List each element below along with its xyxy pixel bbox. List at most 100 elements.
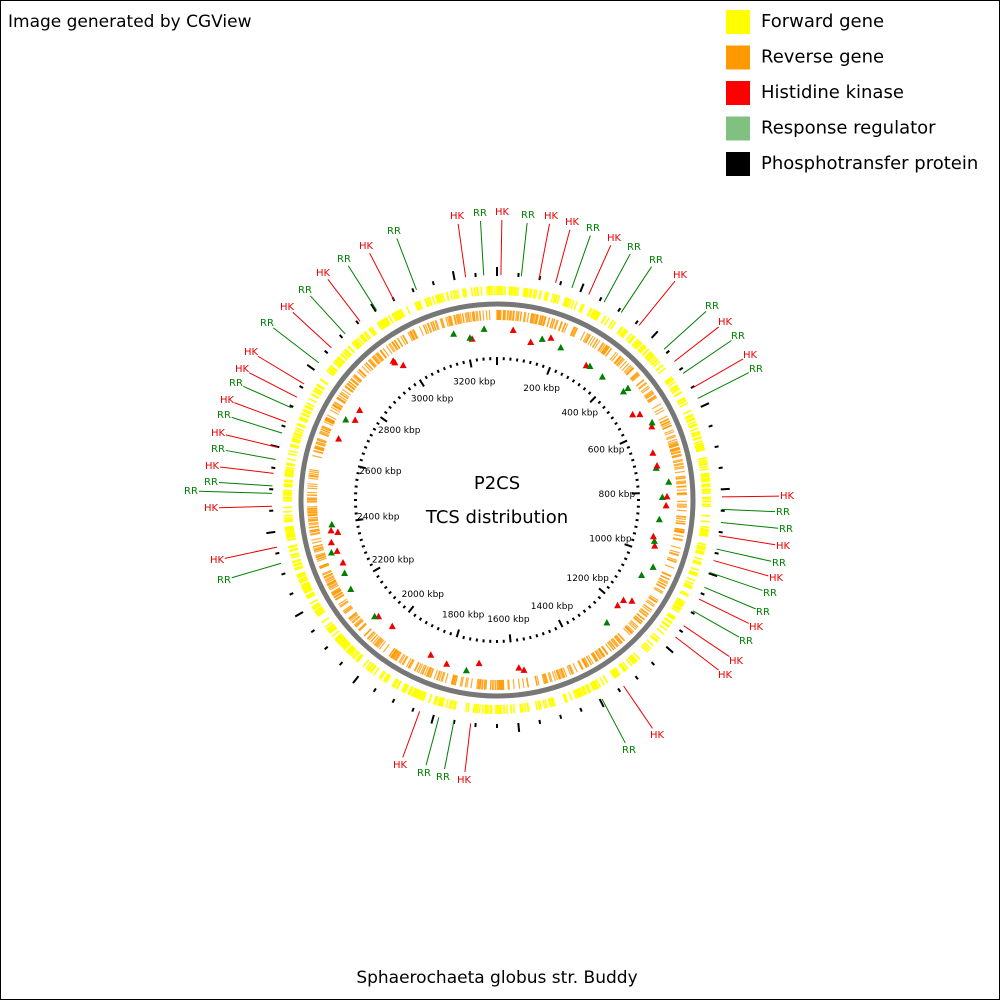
reverse-gene [410,330,416,340]
forward-gene [312,389,322,396]
forward-gene [595,679,602,688]
reverse-gene [353,618,362,626]
reverse-gene [339,392,349,400]
reverse-gene [594,650,601,660]
forward-gene [630,654,639,662]
scale-label: 1000 kbp [589,535,632,545]
reverse-gene [624,366,633,374]
forward-gene [414,302,420,312]
reverse-gene [654,586,664,593]
reverse-gene [469,311,472,322]
forward-gene [464,702,468,712]
inner-tick [631,458,635,462]
reverse-gene [630,372,639,380]
forward-gene [684,582,694,588]
reverse-gene [674,529,685,533]
inner-tick [577,613,581,618]
forward-gene [667,381,676,388]
outer-tick [678,366,684,371]
forward-gene [302,585,312,591]
label-leader [704,586,756,610]
feature-arrow [399,361,407,369]
reverse-gene [597,648,605,658]
reverse-gene [644,391,654,399]
reverse-gene [539,315,544,326]
inner-tick [413,382,417,387]
forward-gene [288,449,298,454]
reverse-gene [658,415,668,421]
feature-arrow [327,526,335,534]
reverse-gene [511,310,515,321]
reverse-gene [409,330,416,341]
reverse-gene [323,573,334,579]
reverse-gene [665,434,676,439]
reverse-gene [572,327,579,338]
feature-label: HK [718,317,733,328]
reverse-gene [529,313,533,324]
inner-tick [508,634,512,643]
feature-label: RR [417,768,431,779]
forward-gene [424,298,429,308]
forward-gene [462,288,466,298]
reverse-gene [338,394,348,402]
forward-gene [464,288,468,298]
forward-gene [631,338,639,347]
forward-gene [330,364,339,372]
reverse-gene [590,653,597,663]
inner-tick [383,585,388,590]
inner-tick [541,631,545,636]
reverse-gene [530,313,534,324]
inner-tick [571,379,576,383]
feature-arrow [649,449,657,456]
legend-swatch [726,45,750,70]
reverse-gene [600,344,608,354]
feature-arrow [603,619,611,626]
feature-label: HK [244,347,259,358]
reverse-gene [393,650,400,660]
reverse-gene [391,649,398,659]
forward-gene [354,339,362,348]
forward-gene [637,343,645,352]
inner-tick [571,617,576,621]
scale-label: 200 kbp [523,384,560,394]
forward-gene [352,341,360,349]
reverse-gene [613,355,622,364]
inner-tick [366,439,371,443]
reverse-gene [676,486,687,488]
forward-gene [547,698,552,708]
feature-arrow [663,492,671,500]
reverse-gene [596,649,603,659]
reverse-gene [414,662,420,672]
forward-gene [347,646,356,655]
forward-gene [572,690,578,699]
feature-arrow [649,532,657,540]
reverse-gene [401,655,408,665]
reverse-gene [388,343,395,353]
reverse-gene [602,346,610,356]
reverse-gene [519,311,522,322]
forward-gene [312,604,322,611]
reverse-gene [544,673,549,684]
forward-gene [695,549,705,554]
reverse-gene [339,600,349,607]
inner-tick [628,452,633,456]
reverse-gene [307,513,318,516]
reverse-gene [669,549,680,554]
forward-gene [688,572,698,577]
feature-arrow [388,622,396,630]
scale-label: 2000 kbp [402,590,445,600]
reverse-gene [336,397,346,404]
inner-tick [597,400,602,405]
reverse-gene [380,349,388,359]
feature-arrow [327,549,335,556]
reverse-gene [601,646,608,655]
forward-gene [364,331,372,340]
forward-gene [343,642,351,650]
reverse-gene [358,368,367,377]
reverse-gene [631,373,640,382]
reverse-gene [456,314,460,325]
forward-gene [331,630,340,638]
reverse-gene [385,345,393,355]
forward-gene [398,309,404,319]
forward-gene [289,445,299,449]
